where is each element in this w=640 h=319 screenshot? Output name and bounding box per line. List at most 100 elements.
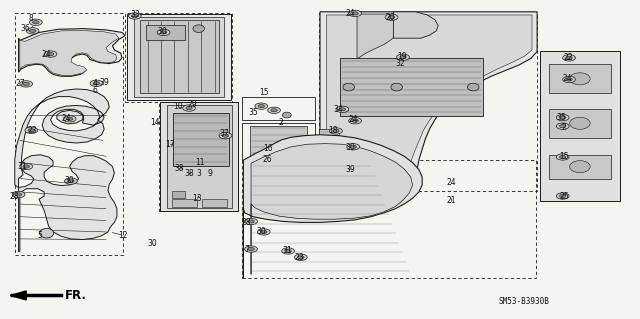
Circle shape bbox=[563, 55, 575, 61]
Ellipse shape bbox=[193, 25, 204, 33]
Ellipse shape bbox=[391, 83, 403, 91]
Text: 24: 24 bbox=[563, 74, 573, 83]
Circle shape bbox=[285, 249, 291, 253]
Bar bbox=[172, 199, 197, 207]
Circle shape bbox=[248, 220, 254, 223]
Text: 38: 38 bbox=[184, 169, 194, 178]
Circle shape bbox=[352, 12, 358, 15]
Polygon shape bbox=[173, 114, 229, 166]
Text: 29: 29 bbox=[188, 100, 197, 109]
Text: 2: 2 bbox=[278, 117, 283, 127]
Text: FR.: FR. bbox=[65, 289, 86, 302]
Text: 9: 9 bbox=[208, 169, 212, 178]
Polygon shape bbox=[320, 12, 537, 189]
Circle shape bbox=[255, 103, 268, 109]
Polygon shape bbox=[20, 31, 119, 75]
Bar bbox=[147, 25, 184, 41]
Circle shape bbox=[271, 109, 277, 112]
Circle shape bbox=[336, 106, 349, 113]
Text: 36: 36 bbox=[20, 24, 30, 33]
Circle shape bbox=[65, 178, 77, 184]
Text: 15: 15 bbox=[259, 88, 269, 97]
Text: 20: 20 bbox=[385, 13, 395, 22]
Circle shape bbox=[258, 105, 264, 108]
Circle shape bbox=[63, 116, 76, 122]
Circle shape bbox=[15, 193, 22, 196]
Text: 24: 24 bbox=[346, 9, 355, 18]
Bar bbox=[548, 109, 611, 138]
Text: 35: 35 bbox=[248, 108, 258, 117]
Circle shape bbox=[397, 54, 410, 60]
Text: 28: 28 bbox=[242, 218, 252, 227]
Circle shape bbox=[257, 229, 270, 235]
Bar bbox=[548, 155, 611, 179]
Polygon shape bbox=[140, 20, 219, 93]
Text: 39: 39 bbox=[99, 78, 109, 87]
Text: 27: 27 bbox=[15, 79, 25, 88]
Circle shape bbox=[244, 246, 257, 252]
Polygon shape bbox=[326, 15, 532, 186]
Text: 21: 21 bbox=[446, 196, 456, 205]
Circle shape bbox=[330, 128, 342, 134]
Text: 4: 4 bbox=[93, 79, 98, 88]
Circle shape bbox=[385, 14, 398, 20]
Circle shape bbox=[559, 195, 566, 197]
Circle shape bbox=[20, 163, 33, 170]
Text: 30: 30 bbox=[65, 176, 74, 185]
Text: 31: 31 bbox=[282, 247, 292, 256]
Circle shape bbox=[67, 117, 73, 121]
Polygon shape bbox=[161, 102, 238, 211]
Circle shape bbox=[294, 254, 307, 261]
Circle shape bbox=[23, 165, 29, 168]
Circle shape bbox=[350, 145, 356, 148]
Text: 7: 7 bbox=[244, 245, 249, 254]
Text: 35: 35 bbox=[557, 113, 566, 122]
Circle shape bbox=[93, 82, 100, 85]
Text: 39: 39 bbox=[346, 165, 356, 174]
Circle shape bbox=[20, 81, 33, 87]
Text: 2: 2 bbox=[561, 122, 566, 132]
Circle shape bbox=[157, 29, 170, 36]
Polygon shape bbox=[19, 29, 125, 76]
Text: 34: 34 bbox=[333, 105, 343, 114]
Circle shape bbox=[349, 118, 362, 124]
Text: 16: 16 bbox=[263, 144, 273, 153]
Text: 23: 23 bbox=[295, 253, 305, 262]
Text: 37: 37 bbox=[220, 129, 229, 138]
Text: 32: 32 bbox=[395, 59, 404, 68]
Text: 24: 24 bbox=[61, 114, 71, 123]
Circle shape bbox=[12, 191, 25, 197]
Circle shape bbox=[248, 248, 254, 251]
Circle shape bbox=[556, 193, 569, 199]
Text: SM53-B3930B: SM53-B3930B bbox=[499, 297, 550, 306]
Text: 6: 6 bbox=[93, 86, 98, 95]
Bar bbox=[202, 199, 227, 207]
Circle shape bbox=[33, 21, 39, 24]
Ellipse shape bbox=[570, 160, 590, 173]
Ellipse shape bbox=[282, 112, 291, 118]
Polygon shape bbox=[540, 51, 620, 201]
Circle shape bbox=[186, 107, 192, 110]
Ellipse shape bbox=[40, 228, 54, 238]
Text: 24: 24 bbox=[446, 178, 456, 187]
Polygon shape bbox=[10, 291, 26, 300]
Circle shape bbox=[352, 119, 358, 122]
Circle shape bbox=[388, 16, 395, 19]
Polygon shape bbox=[251, 144, 413, 274]
Circle shape bbox=[339, 108, 346, 111]
Circle shape bbox=[132, 14, 138, 18]
Circle shape bbox=[559, 124, 566, 128]
Circle shape bbox=[222, 134, 228, 137]
Circle shape bbox=[559, 155, 566, 159]
Circle shape bbox=[559, 116, 566, 119]
Text: 14: 14 bbox=[150, 118, 160, 128]
Circle shape bbox=[26, 28, 39, 34]
Circle shape bbox=[400, 56, 406, 59]
Circle shape bbox=[28, 129, 35, 132]
Circle shape bbox=[566, 56, 572, 59]
Circle shape bbox=[566, 78, 572, 81]
Circle shape bbox=[29, 19, 42, 26]
Circle shape bbox=[349, 10, 362, 17]
Circle shape bbox=[23, 82, 29, 85]
Circle shape bbox=[129, 13, 141, 19]
